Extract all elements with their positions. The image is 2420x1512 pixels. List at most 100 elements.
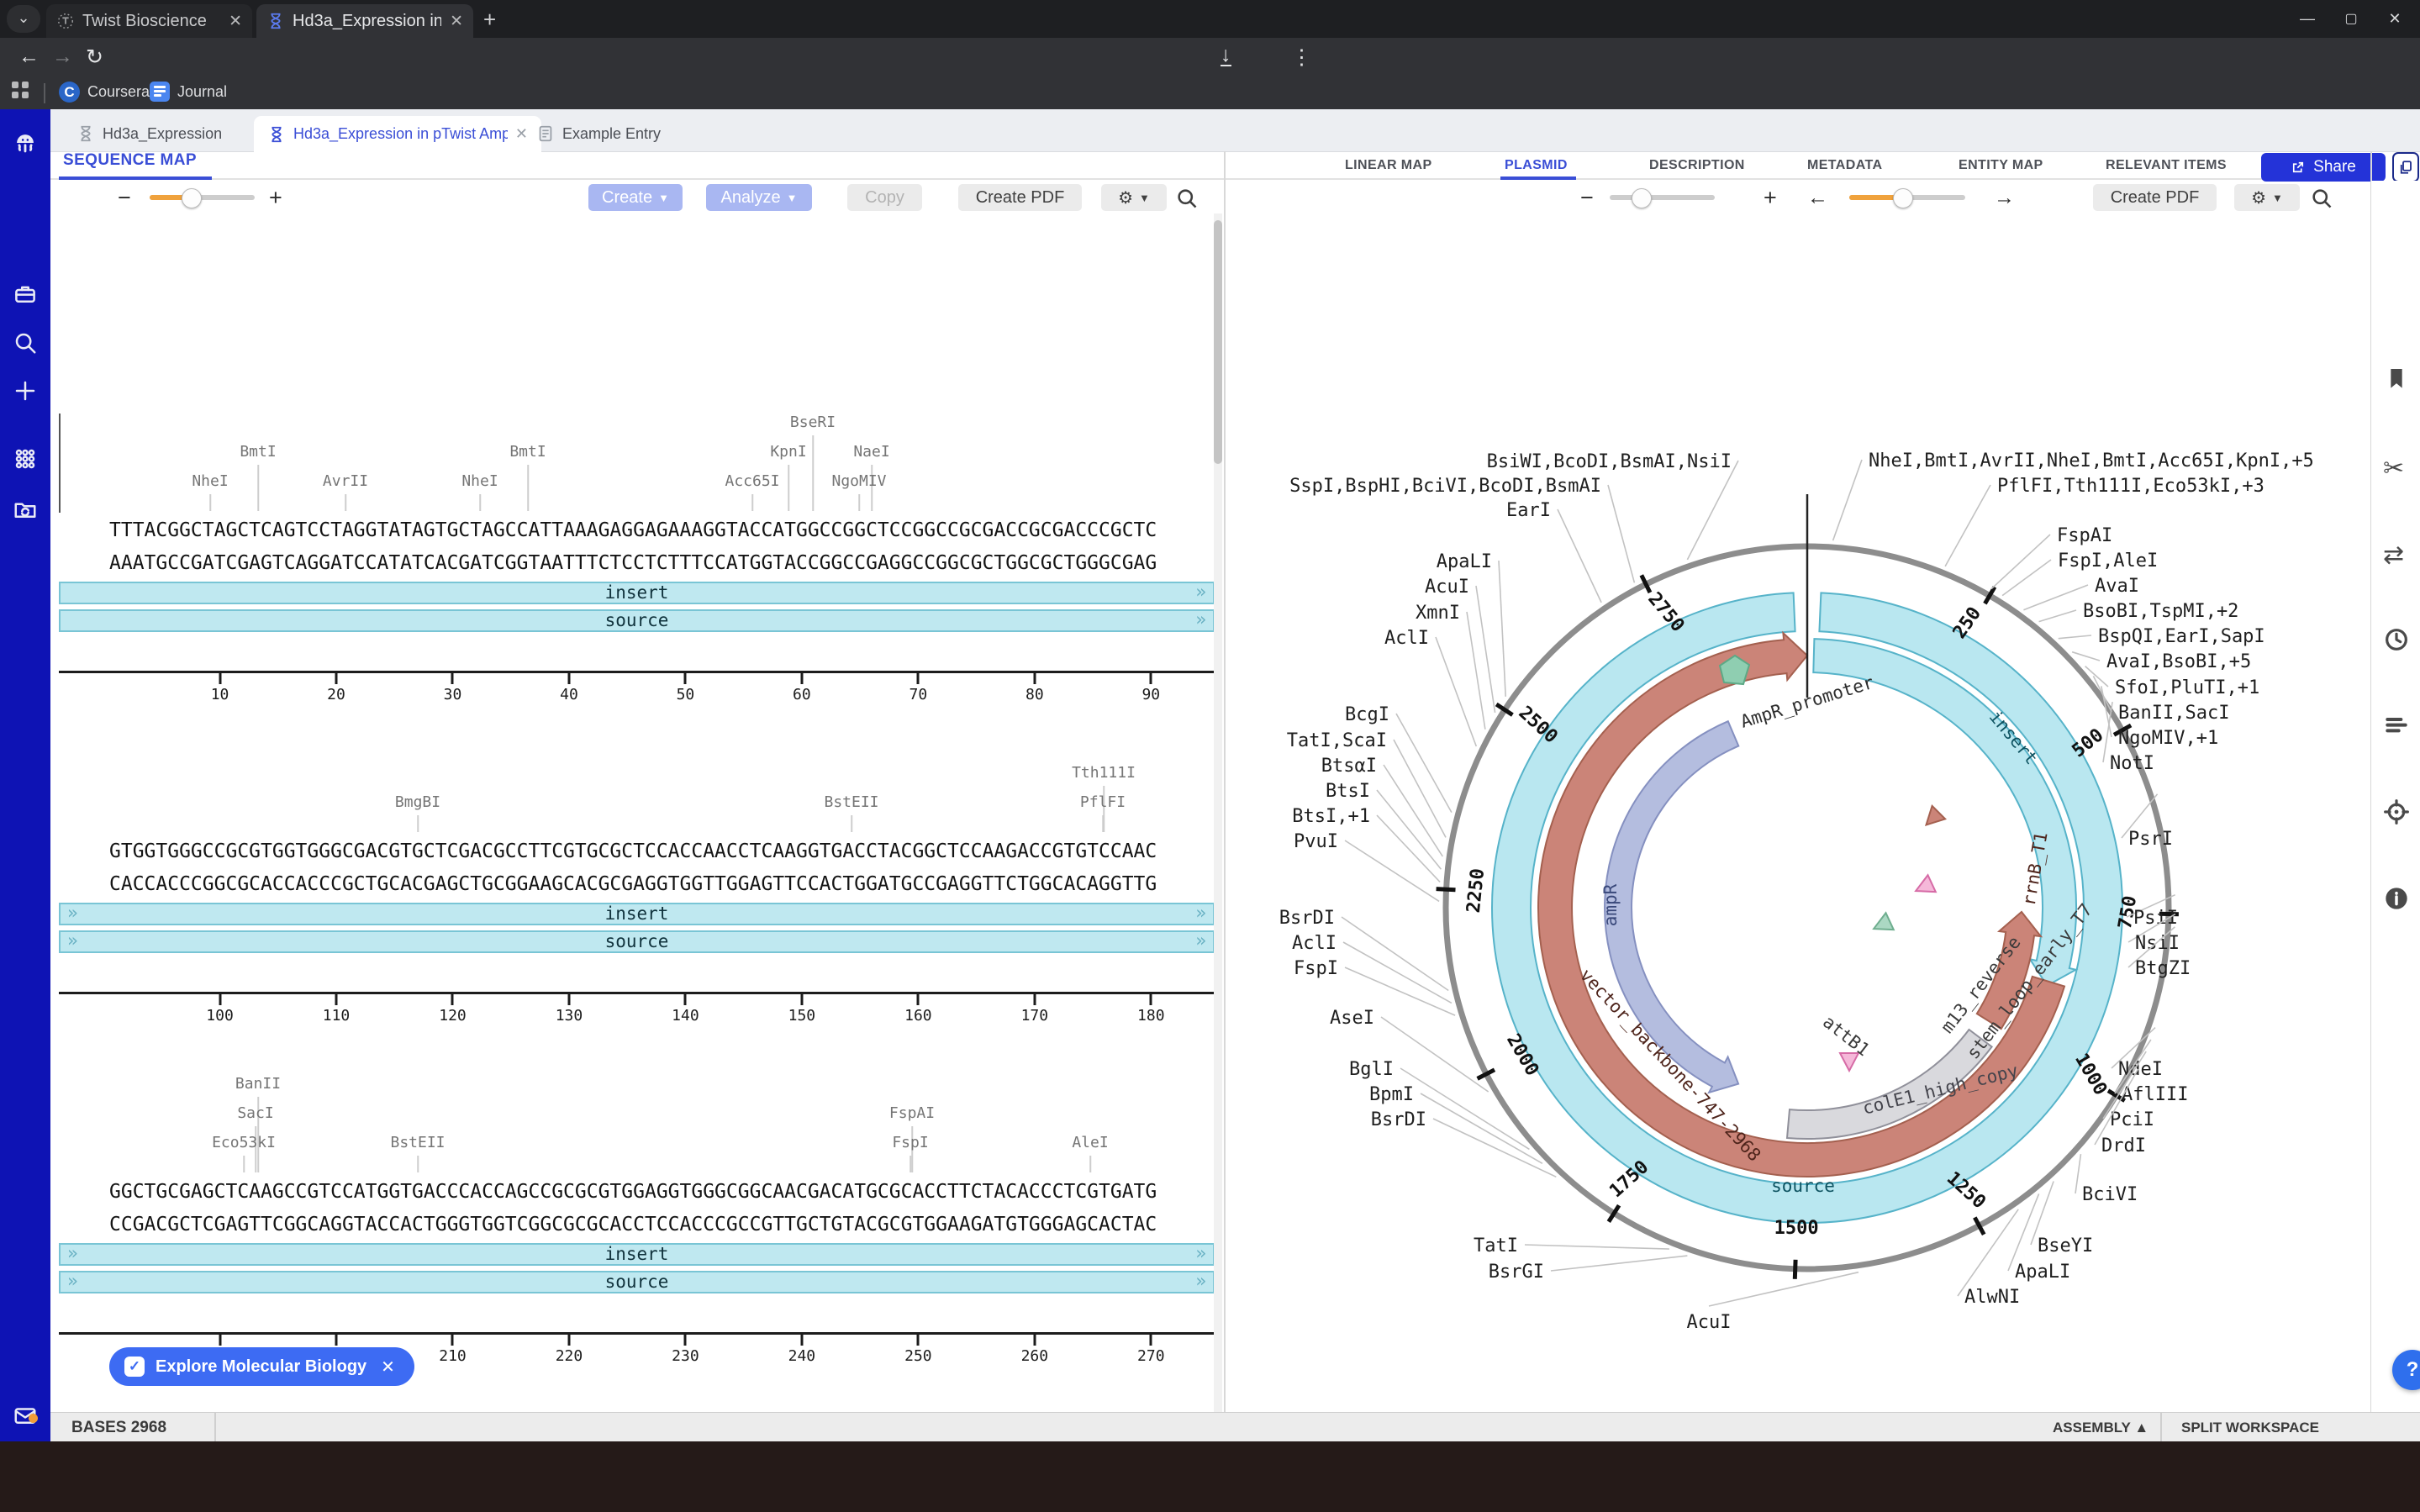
create-pdf-button[interactable]: Create PDF xyxy=(958,184,1082,211)
bookmark-journal[interactable]: Journal xyxy=(150,82,227,102)
plus-icon[interactable] xyxy=(0,372,50,409)
doc-tab-hd3a[interactable]: Hd3a_Expression xyxy=(63,116,235,151)
share-button[interactable]: Share xyxy=(2261,153,2386,182)
scissors-icon[interactable]: ✂ xyxy=(2383,455,2405,482)
sequence-bottom-strand[interactable]: CCGACGCTCGAGTTCGGCAGGTACCACTGGGTGGTCGGCG… xyxy=(109,1214,1157,1235)
plasmid-map[interactable]: 2505007501000125015001750200022502500275… xyxy=(1224,213,2370,1412)
help-button[interactable]: ? xyxy=(2392,1350,2420,1390)
minimize-button[interactable]: — xyxy=(2300,10,2315,27)
feature-marker-triangle[interactable] xyxy=(1920,803,1948,831)
enzyme-label: AleI xyxy=(1072,1134,1109,1151)
feature-bar-insert[interactable]: insert» xyxy=(59,582,1215,604)
forward-icon[interactable]: → xyxy=(52,45,73,68)
feature-bar-source[interactable]: source»» xyxy=(59,930,1215,953)
feature-marker-triangle[interactable] xyxy=(1869,911,1895,937)
bookmark-coursera[interactable]: C Coursera xyxy=(59,82,150,103)
sequence-bottom-strand[interactable]: CACCACCCGGCGCACCACCCGCTGCACGAGCTGCGGAAGC… xyxy=(109,873,1157,895)
feature-bar-insert[interactable]: insert»» xyxy=(59,1243,1215,1266)
doc-tab-hd3a-ptwist[interactable]: Hd3a_Expression in pTwist Amp... ✕ xyxy=(254,116,541,152)
plasmid-zoom-slider[interactable] xyxy=(1610,188,1715,208)
tab-linear-map[interactable]: LINEAR MAP xyxy=(1345,158,1432,172)
briefcase-icon[interactable] xyxy=(0,276,50,313)
analyze-button[interactable]: Analyze ▼ xyxy=(706,184,812,211)
right-tool-rail: ✂ ⇄ xyxy=(2371,181,2420,1412)
copy-button[interactable]: Copy xyxy=(847,184,922,211)
close-doc-tab-icon[interactable]: ✕ xyxy=(514,125,528,142)
feature-bar-source[interactable]: source»» xyxy=(59,1271,1215,1293)
history-clock-icon[interactable] xyxy=(2383,626,2410,653)
tab-entity-map[interactable]: ENTITY MAP xyxy=(1959,158,2043,172)
sequence-bottom-strand[interactable]: AAATGCCGATCGAGTCAGGATCCATATCACGATCGGTAAT… xyxy=(109,552,1157,574)
close-tab-icon[interactable]: ✕ xyxy=(450,12,463,30)
sequence-top-strand[interactable]: TTTACGGCTAGCTCAGTCCTAGGTATAGTGCTAGCCATTA… xyxy=(109,519,1157,541)
tab-search-button[interactable]: ⌄ xyxy=(7,5,40,33)
folder-sync-icon[interactable] xyxy=(0,491,50,528)
feature-vector_backbone-747-2968[interactable] xyxy=(1537,630,2066,1177)
zoom-in-icon[interactable]: + xyxy=(269,185,282,210)
target-locate-icon[interactable] xyxy=(2383,798,2410,825)
swap-arrows-icon[interactable]: ⇄ xyxy=(2383,541,2405,569)
plasmid-zoom-out-icon[interactable]: − xyxy=(1580,185,1594,210)
feature-bar-source[interactable]: source» xyxy=(59,609,1215,632)
tab-sequence-map[interactable]: SEQUENCE MAP xyxy=(63,151,197,169)
tab-metadata[interactable]: METADATA xyxy=(1807,158,1883,172)
feature-rrnB_T1[interactable] xyxy=(1975,910,2043,1030)
apps-dots-icon[interactable] xyxy=(0,440,50,477)
feature-bar-insert[interactable]: insert»» xyxy=(59,903,1215,925)
feature-insert[interactable] xyxy=(1812,638,2079,988)
sequence-map-area[interactable]: BseRI BmtI BmtI KpnI NaeI NheI AvrII NheI Acc65I… xyxy=(0,0,1224,1412)
back-icon[interactable]: ← xyxy=(18,45,40,68)
menu-kebab-icon[interactable]: ⋮ xyxy=(1291,45,1312,69)
plasmid-search-icon[interactable] xyxy=(2310,187,2333,210)
copy-entity-button[interactable] xyxy=(2392,152,2419,182)
info-icon[interactable] xyxy=(2383,885,2410,912)
enzyme-leader xyxy=(1475,585,1496,714)
benchling-logo-icon[interactable] xyxy=(0,124,50,161)
zoom-slider[interactable] xyxy=(150,188,255,208)
explore-molecular-biology-pill[interactable]: ✓ Explore Molecular Biology ✕ xyxy=(109,1347,414,1386)
enzyme-leader xyxy=(1990,534,2051,590)
close-pill-icon[interactable]: ✕ xyxy=(381,1357,395,1377)
settings-gear-button[interactable]: ⚙ ▼ xyxy=(1101,184,1167,211)
split-workspace-button[interactable]: SPLIT WORKSPACE xyxy=(2181,1420,2320,1436)
apps-grid-icon[interactable] xyxy=(12,82,29,98)
maximize-button[interactable]: ▢ xyxy=(2344,12,2358,26)
search-icon[interactable] xyxy=(0,324,50,361)
scrollbar-track[interactable] xyxy=(1214,213,1222,1412)
create-button[interactable]: Create ▼ xyxy=(588,184,683,211)
search-map-icon[interactable] xyxy=(1175,187,1199,210)
feature-colE1_high_copy[interactable] xyxy=(1785,1028,1993,1141)
bookmark-icon[interactable] xyxy=(2383,366,2410,392)
tab-plasmid[interactable]: PLASMID xyxy=(1505,158,1568,172)
tab-description[interactable]: DESCRIPTION xyxy=(1649,158,1745,172)
feature-marker-triangle[interactable] xyxy=(1911,873,1938,899)
doc-tab-example-entry[interactable]: Example Entry xyxy=(523,116,674,151)
ruler-tick xyxy=(800,994,804,1005)
enzyme-cut-label: EarI xyxy=(1506,500,1551,521)
feature-AmpR_promoter[interactable] xyxy=(1718,654,1751,686)
rotate-left-icon[interactable]: ← xyxy=(1807,186,1828,209)
browser-tab-twist[interactable]: Twist Bioscience ✕ xyxy=(46,4,252,38)
align-left-icon[interactable] xyxy=(2383,713,2410,740)
plasmid-zoom-in-icon[interactable]: + xyxy=(1764,185,1777,210)
download-icon[interactable]: ↓ xyxy=(1221,43,1231,66)
sequence-top-strand[interactable]: GGCTGCGAGCTCAAGCCGTCCATGGTGACCCACCAGCCGC… xyxy=(109,1181,1157,1203)
close-tab-icon[interactable]: ✕ xyxy=(229,12,242,30)
close-window-button[interactable]: ✕ xyxy=(2388,10,2402,27)
scrollbar-thumb[interactable] xyxy=(1214,220,1222,464)
plasmid-settings-gear-button[interactable]: ⚙ ▼ xyxy=(2234,184,2300,211)
sequence-top-strand[interactable]: GTGGTGGGCCGCGTGGTGGGCGACGTGCTCGACGCCTTCG… xyxy=(109,840,1157,862)
tab-relevant-items[interactable]: RELEVANT ITEMS xyxy=(2106,158,2227,172)
feature-source[interactable] xyxy=(1491,592,2123,1225)
rotate-right-icon[interactable]: → xyxy=(1994,186,2015,209)
gear-icon: ⚙ xyxy=(2251,188,2267,208)
reload-icon[interactable]: ↻ xyxy=(86,45,103,69)
feature-ampR[interactable] xyxy=(1604,719,1740,1094)
new-tab-button[interactable]: + xyxy=(483,7,497,32)
zoom-out-icon[interactable]: − xyxy=(118,185,131,210)
assembly-button[interactable]: ASSEMBLY ▲ xyxy=(2053,1420,2149,1436)
rotate-slider[interactable] xyxy=(1849,188,1965,208)
plasmid-create-pdf-button[interactable]: Create PDF xyxy=(2093,184,2217,211)
browser-tab-benchling[interactable]: Hd3a_Expression in pTwist Amp ✕ xyxy=(256,4,473,38)
feature-marker-triangle[interactable] xyxy=(1838,1052,1860,1073)
